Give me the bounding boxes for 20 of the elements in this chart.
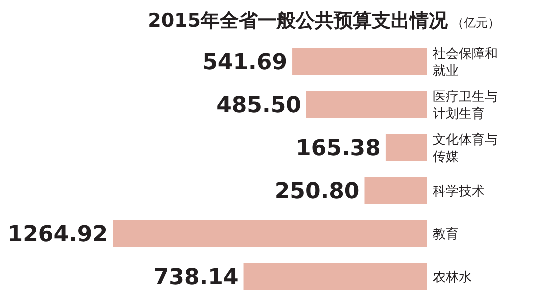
- bar: [244, 263, 427, 290]
- y-tick-label: 教育: [433, 226, 459, 242]
- y-tick-label: 科学技术: [433, 184, 485, 200]
- data-label: 1264.92: [8, 222, 108, 248]
- bar: [292, 48, 427, 75]
- y-tick-label: 医疗卫生与计划生育: [433, 90, 498, 122]
- text: （亿元）: [452, 16, 500, 30]
- data-label: 165.38: [296, 136, 381, 162]
- data-label: 738.14: [154, 266, 239, 290]
- bar: [364, 177, 427, 204]
- data-label: 541.69: [202, 50, 288, 76]
- y-tick-label: 文化体育与传媒: [433, 132, 498, 165]
- bar: [113, 220, 427, 247]
- data-label: 485.50: [216, 94, 302, 118]
- title: 2015年全省一般公共预算支出情况: [148, 10, 448, 32]
- bar: [306, 91, 427, 118]
- y-tick-label: 农林水: [433, 270, 472, 286]
- bar: [386, 134, 427, 161]
- y-tick-label: 社会保障和就业: [433, 47, 498, 79]
- data-label: 250.80: [274, 180, 360, 204]
